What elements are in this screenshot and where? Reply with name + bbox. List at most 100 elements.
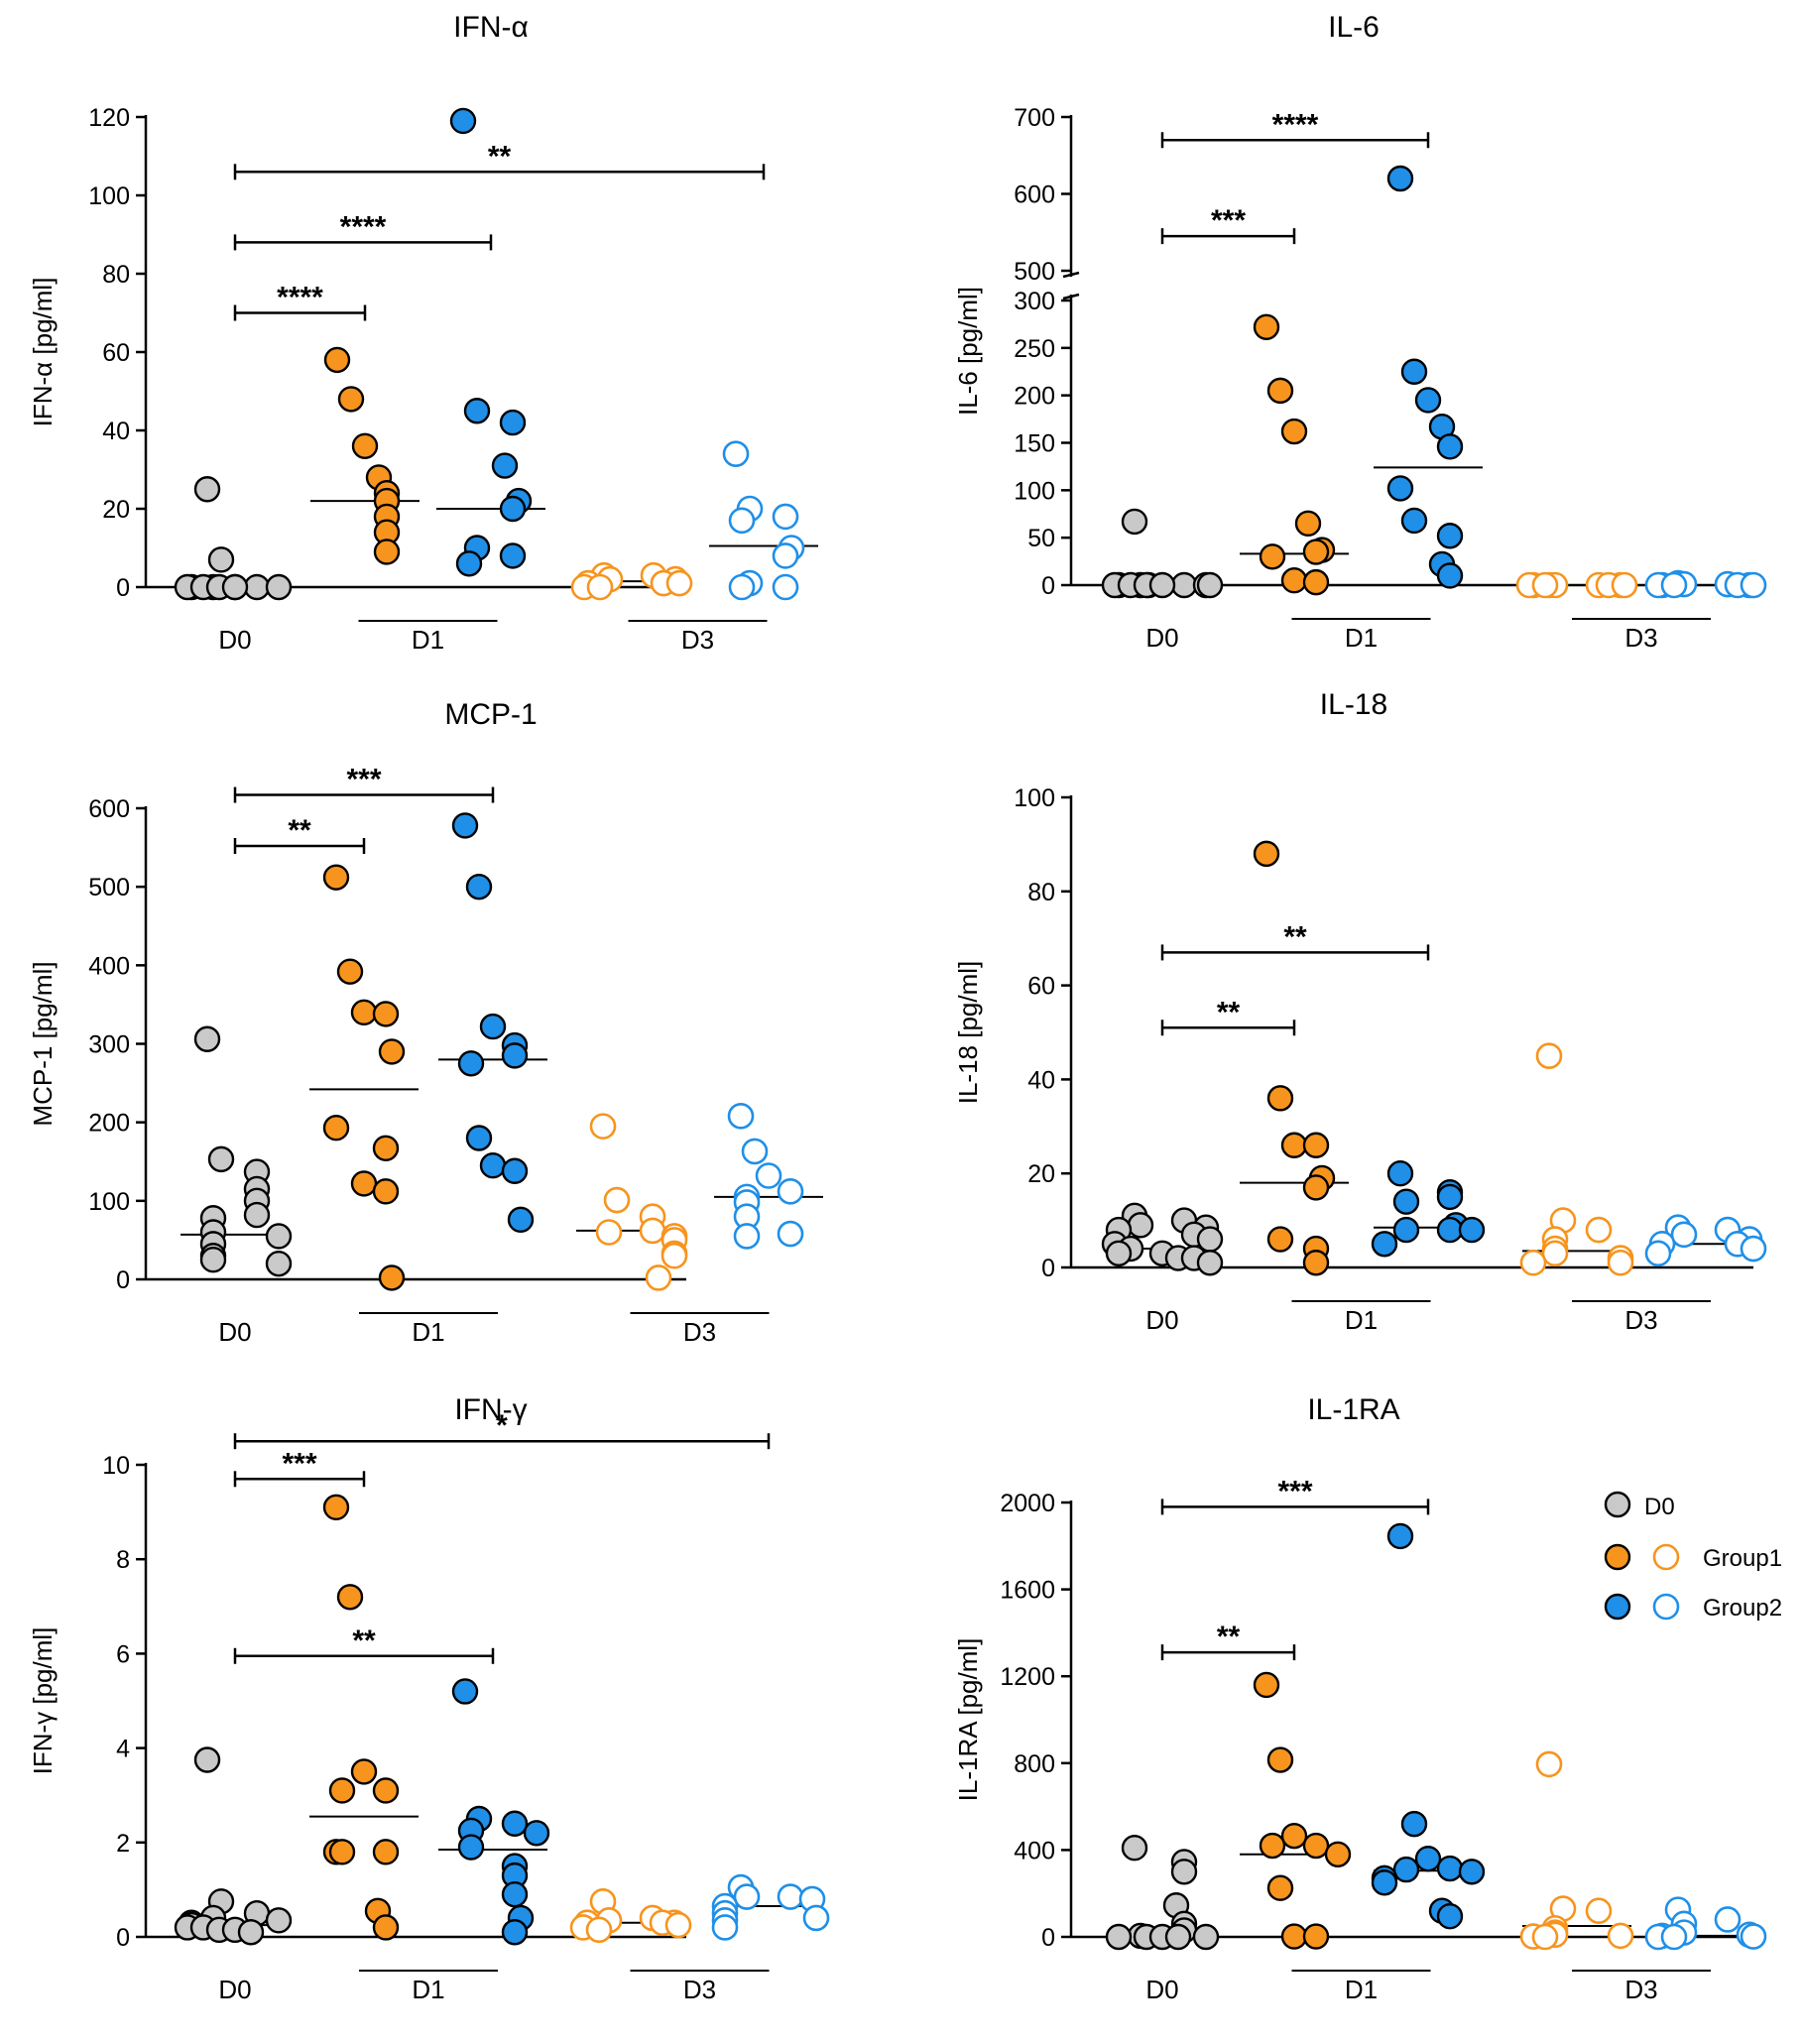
data-point xyxy=(1266,1746,1294,1773)
series-d3-group1 xyxy=(1519,1750,1634,1951)
axis-break-mark xyxy=(1062,271,1080,279)
y-tick-label: 100 xyxy=(88,182,130,210)
series-d3-group2 xyxy=(1644,1214,1767,1267)
data-point xyxy=(463,398,491,424)
data-point xyxy=(1392,1188,1420,1215)
data-point xyxy=(1259,543,1286,570)
data-point xyxy=(1400,358,1428,385)
data-point xyxy=(1302,539,1330,565)
data-point xyxy=(523,1820,550,1847)
significance-label: ** xyxy=(1217,996,1241,1028)
data-point xyxy=(1740,1923,1767,1950)
data-point xyxy=(350,999,378,1026)
data-point xyxy=(733,1883,761,1910)
y-axis-label: IFN-α [pg/ml] xyxy=(28,278,58,427)
data-point xyxy=(499,409,527,436)
data-point xyxy=(1386,1159,1414,1187)
data-point xyxy=(1253,1671,1280,1699)
data-point xyxy=(802,1904,830,1932)
data-point xyxy=(711,1914,739,1941)
significance-label: ** xyxy=(288,814,311,847)
group-label-d1: D1 xyxy=(412,1317,444,1347)
data-point xyxy=(265,1223,293,1250)
data-point xyxy=(585,1916,613,1944)
significance-label: *** xyxy=(282,1447,316,1480)
data-point xyxy=(336,1584,364,1611)
data-point xyxy=(499,542,527,569)
data-point xyxy=(1436,1855,1464,1882)
data-point xyxy=(336,958,364,985)
data-point xyxy=(1585,1897,1613,1925)
y-axis-label: IFN-γ [pg/ml] xyxy=(28,1627,58,1775)
series-d0 xyxy=(174,476,293,601)
series-d3-group2 xyxy=(709,440,818,601)
data-point xyxy=(1105,1240,1133,1266)
group-label-d1: D1 xyxy=(412,1975,444,2004)
data-point xyxy=(501,1157,529,1184)
series-d0 xyxy=(1105,1835,1220,1951)
y-tick-label: 100 xyxy=(1014,477,1055,505)
data-point xyxy=(1392,1216,1420,1244)
significance-bracket: ** xyxy=(1160,996,1296,1036)
data-point xyxy=(193,1746,221,1773)
series-d1-group2 xyxy=(1374,165,1483,589)
y-tick-label: 2 xyxy=(116,1830,130,1858)
data-point xyxy=(451,1678,479,1705)
y-tick-label: 80 xyxy=(1027,879,1055,906)
data-point xyxy=(1294,510,1322,538)
significance-label: **** xyxy=(1272,108,1319,141)
data-point xyxy=(1740,1235,1767,1262)
data-point xyxy=(499,495,527,523)
legend: D0 Group1 Group2 xyxy=(1604,1491,1782,1622)
data-point xyxy=(265,573,293,601)
y-tick-label: 0 xyxy=(116,1924,130,1952)
panel-6: IL-1RA IL-1RA [pg/ml] 0 400 800 1200 1600 2000 D… xyxy=(953,1393,1767,2004)
data-point xyxy=(1302,1174,1330,1201)
group-label-d0: D0 xyxy=(218,1975,251,2004)
data-point xyxy=(507,1206,535,1234)
significance-label: ** xyxy=(1283,920,1307,953)
y-tick-label: 40 xyxy=(102,418,130,445)
data-point xyxy=(350,1758,378,1785)
data-point xyxy=(664,1911,692,1939)
data-point xyxy=(1436,523,1464,549)
y-tick-label: 10 xyxy=(102,1452,130,1480)
data-point xyxy=(1302,1132,1330,1158)
group-label-d3: D3 xyxy=(683,1975,716,2004)
data-point xyxy=(777,1883,804,1910)
significance-label: ** xyxy=(352,1624,376,1657)
data-point xyxy=(755,1162,782,1189)
data-point xyxy=(1192,1923,1220,1951)
series-d3-group2 xyxy=(711,1873,830,1941)
data-point xyxy=(465,873,493,901)
data-point xyxy=(501,1880,529,1908)
data-point xyxy=(1266,377,1294,405)
data-point xyxy=(1302,1923,1330,1950)
data-point xyxy=(1436,1216,1464,1244)
data-point xyxy=(1436,433,1464,460)
data-point xyxy=(603,1186,631,1214)
data-point xyxy=(1324,1841,1352,1867)
data-point xyxy=(1170,1859,1198,1885)
data-point xyxy=(457,1050,485,1077)
data-point xyxy=(1400,1810,1428,1838)
group-label-d1: D1 xyxy=(1345,1305,1378,1335)
significance-bracket: *** xyxy=(233,764,495,803)
data-point xyxy=(322,1494,350,1521)
data-point xyxy=(772,503,799,531)
significance-bracket: ** xyxy=(1160,920,1430,961)
y-axis-label: IL-1RA [pg/ml] xyxy=(953,1638,983,1802)
data-point xyxy=(1436,1183,1464,1211)
data-point xyxy=(741,1138,769,1165)
data-point xyxy=(1386,1522,1414,1550)
data-point xyxy=(1585,1216,1613,1244)
data-point xyxy=(1371,1869,1398,1896)
data-point xyxy=(457,1834,485,1861)
data-point xyxy=(1660,571,1688,599)
data-point xyxy=(455,550,483,577)
data-point xyxy=(243,573,271,601)
panel-title: IFN-γ xyxy=(454,1393,527,1426)
data-point xyxy=(193,1025,221,1052)
data-point xyxy=(772,573,799,601)
